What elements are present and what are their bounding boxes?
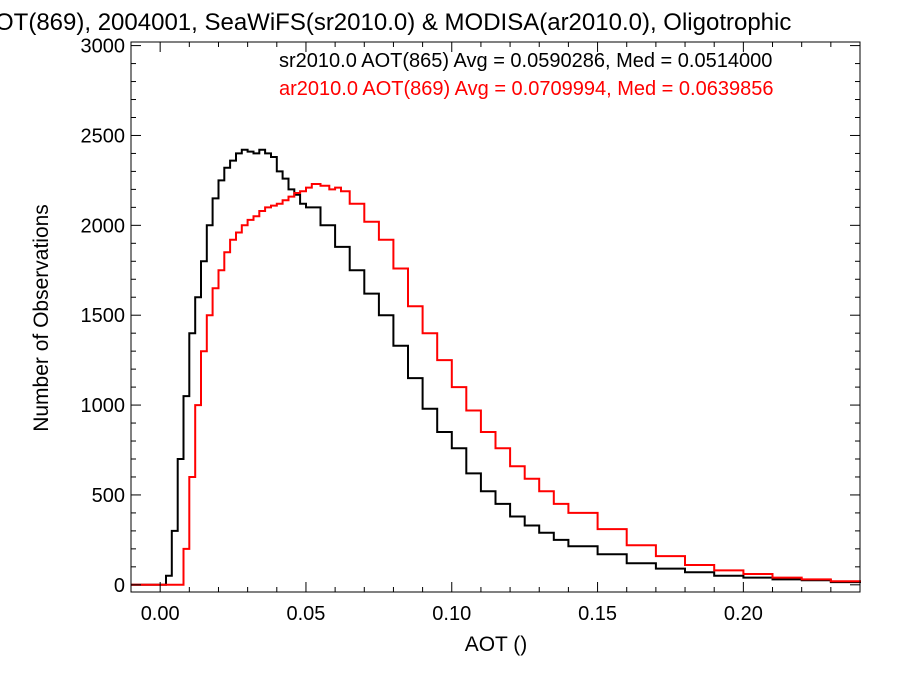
y-tick-label: 1000	[81, 395, 126, 417]
x-axis-title: AOT ()	[465, 633, 528, 656]
series-line-1	[131, 148, 861, 586]
x-tick-label: 0.00	[141, 603, 180, 625]
series-layer	[131, 148, 861, 586]
x-tick-label: 0.15	[578, 603, 617, 625]
y-axis-title: Number of Observations	[30, 204, 53, 432]
y-tick-label: 2000	[81, 215, 126, 237]
y-tick-label: 500	[92, 485, 125, 507]
plot-frame	[130, 41, 861, 593]
x-tick-label: 0.20	[724, 603, 763, 625]
y-tick-label: 2500	[81, 125, 126, 147]
legend-entry-ar2010: ar2010.0 AOT(869) Avg = 0.0709994, Med =…	[279, 78, 773, 100]
chart-title: AOT(869), 2004001, SeaWiFS(sr2010.0) & M…	[0, 9, 791, 36]
y-tick-label: 3000	[81, 36, 126, 58]
x-tick-label: 0.10	[432, 603, 471, 625]
x-tick-label: 0.05	[286, 603, 325, 625]
y-tick-label: 1500	[81, 305, 126, 327]
legend-entry-sr2010: sr2010.0 AOT(865) Avg = 0.0590286, Med =…	[279, 50, 772, 72]
y-tick-label: 0	[114, 575, 125, 597]
series-line-2	[131, 183, 861, 586]
axes-layer: 0.00 0.05 0.10 0.15 0.20 0 500 1000 1500 2000 2500…	[81, 36, 861, 625]
